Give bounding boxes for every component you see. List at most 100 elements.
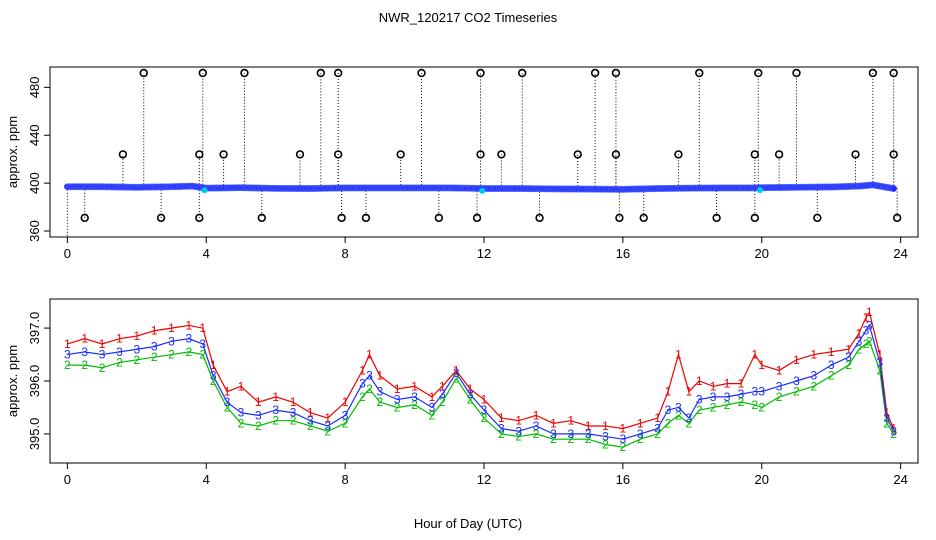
- series-1-point: 1: [498, 411, 505, 425]
- series-3-point: 3: [665, 403, 672, 417]
- series-2-point: 2: [724, 398, 731, 412]
- top-spike-point: [639, 213, 648, 223]
- series-3-point: 3: [515, 424, 522, 438]
- series-1-point: 1: [863, 311, 870, 325]
- top-spike-point: [851, 150, 860, 159]
- series-2-line: [67, 340, 895, 448]
- series-1-point: 1: [81, 332, 88, 346]
- series-2-point: 2: [439, 395, 446, 409]
- series-3-point: 3: [710, 390, 717, 404]
- bottom-y-axis-label: approx. ppm: [5, 345, 20, 417]
- top-y-axis-label: approx. ppm: [5, 116, 20, 188]
- top-spike-point: [417, 68, 426, 78]
- bottom-y-tick-label: 396.0: [27, 365, 42, 398]
- series-2-point: 2: [186, 345, 193, 359]
- series-1-point: 1: [199, 321, 206, 335]
- series-3-point: 3: [453, 366, 460, 380]
- top-spike-point: [774, 150, 784, 159]
- series-2-point: 2: [99, 361, 106, 375]
- series-1-point: 1: [290, 395, 297, 409]
- series-3-point: 3: [675, 400, 682, 414]
- series-1-point: 1: [533, 408, 540, 422]
- series-1-point: 1: [210, 358, 217, 372]
- top-spike-point: [295, 150, 305, 159]
- series-1-point: 1: [585, 419, 592, 433]
- series-2-point: 2: [751, 398, 758, 412]
- series-2-point: 2: [366, 382, 373, 396]
- series-3-point: 3: [238, 406, 245, 420]
- series-2-point: 2: [696, 403, 703, 417]
- series-1-point: 1: [810, 348, 817, 362]
- series-2-point: 2: [498, 427, 505, 441]
- top-axes: 0 4 8 12 16 20 24 360 400 440 480: [27, 77, 908, 261]
- top-spike-point: [750, 150, 760, 159]
- series-2-point: 2: [876, 363, 883, 377]
- top-spike-point: [118, 150, 128, 159]
- series-2-point: 2: [199, 348, 206, 362]
- top-panel: approx. ppm 0 4 8 12 16 20 24 360 400 440 480: [5, 66, 919, 261]
- top-spike-point: [611, 150, 621, 159]
- series-3-point: 3: [654, 422, 661, 436]
- series-1-point: 1: [467, 382, 474, 396]
- series-2-point: 2: [710, 400, 717, 414]
- top-spike-point: [889, 68, 898, 78]
- series-2-point: 2: [758, 400, 765, 414]
- series-3-point: 3: [210, 369, 217, 383]
- series-1-point: 1: [324, 411, 331, 425]
- series-2-point: 2: [738, 395, 745, 409]
- series-1-point: 1: [151, 324, 158, 338]
- series-3-point: 3: [620, 432, 627, 446]
- series-2-point: 2: [453, 371, 460, 385]
- bottom-x-tick-label: 8: [342, 472, 349, 487]
- top-y-tick-label: 400: [27, 172, 42, 194]
- series-3-point: 3: [151, 340, 158, 354]
- top-spike-point: [754, 68, 763, 78]
- bottom-x-tick-label: 12: [477, 472, 491, 487]
- top-plot-frame: [49, 66, 919, 238]
- top-x-tick-label: 8: [342, 246, 349, 261]
- top-spike-point: [611, 68, 621, 78]
- bottom-x-tick-label: 0: [64, 472, 71, 487]
- bottom-y-tick-label: 395.0: [27, 418, 42, 451]
- series-2-point: 2: [81, 358, 88, 372]
- top-spike-point: [198, 68, 207, 78]
- top-spike-point: [156, 213, 166, 223]
- series-1-point: 1: [64, 337, 71, 351]
- series-1-point: 1: [453, 363, 460, 377]
- bottom-x-tick-label: 24: [893, 472, 907, 487]
- series-3-point: 3: [876, 355, 883, 369]
- series-3-point: 3: [686, 411, 693, 425]
- series-1-point: 1: [394, 382, 401, 396]
- series-3-point: 3: [99, 348, 106, 362]
- top-spike-point: [80, 213, 89, 223]
- top-spike-point: [674, 150, 683, 159]
- top-spike-point: [472, 213, 482, 223]
- top-spike-point: [257, 213, 266, 223]
- series-2-point: 2: [620, 440, 627, 454]
- series-3-point: 3: [793, 374, 800, 388]
- series-2-point: 2: [133, 353, 140, 367]
- series-1-point: 1: [255, 395, 262, 409]
- series-2-point: 2: [665, 416, 672, 430]
- top-accent-point: [479, 187, 486, 194]
- series-1-point: 1: [620, 422, 627, 436]
- series-2-point: 2: [481, 411, 488, 425]
- series-2-point: 2: [342, 416, 349, 430]
- series-1-point: 1: [856, 326, 863, 340]
- series-3-point: 3: [342, 408, 349, 422]
- top-x-tick-label: 12: [477, 246, 491, 261]
- series-2-point: 2: [863, 337, 870, 351]
- series-1-point: 1: [116, 332, 123, 346]
- top-spike-point: [712, 213, 721, 223]
- series-2-point: 2: [467, 393, 474, 407]
- series-1-point: 1: [758, 358, 765, 372]
- top-spike-point: [590, 68, 600, 78]
- top-spike-point: [195, 213, 204, 223]
- series-3-point: 3: [550, 427, 557, 441]
- top-spike-point: [219, 150, 228, 159]
- series-1-point: 1: [133, 329, 140, 343]
- top-spike-point: [535, 213, 544, 223]
- series-1-point: 1: [654, 411, 661, 425]
- top-spike-point: [750, 213, 760, 223]
